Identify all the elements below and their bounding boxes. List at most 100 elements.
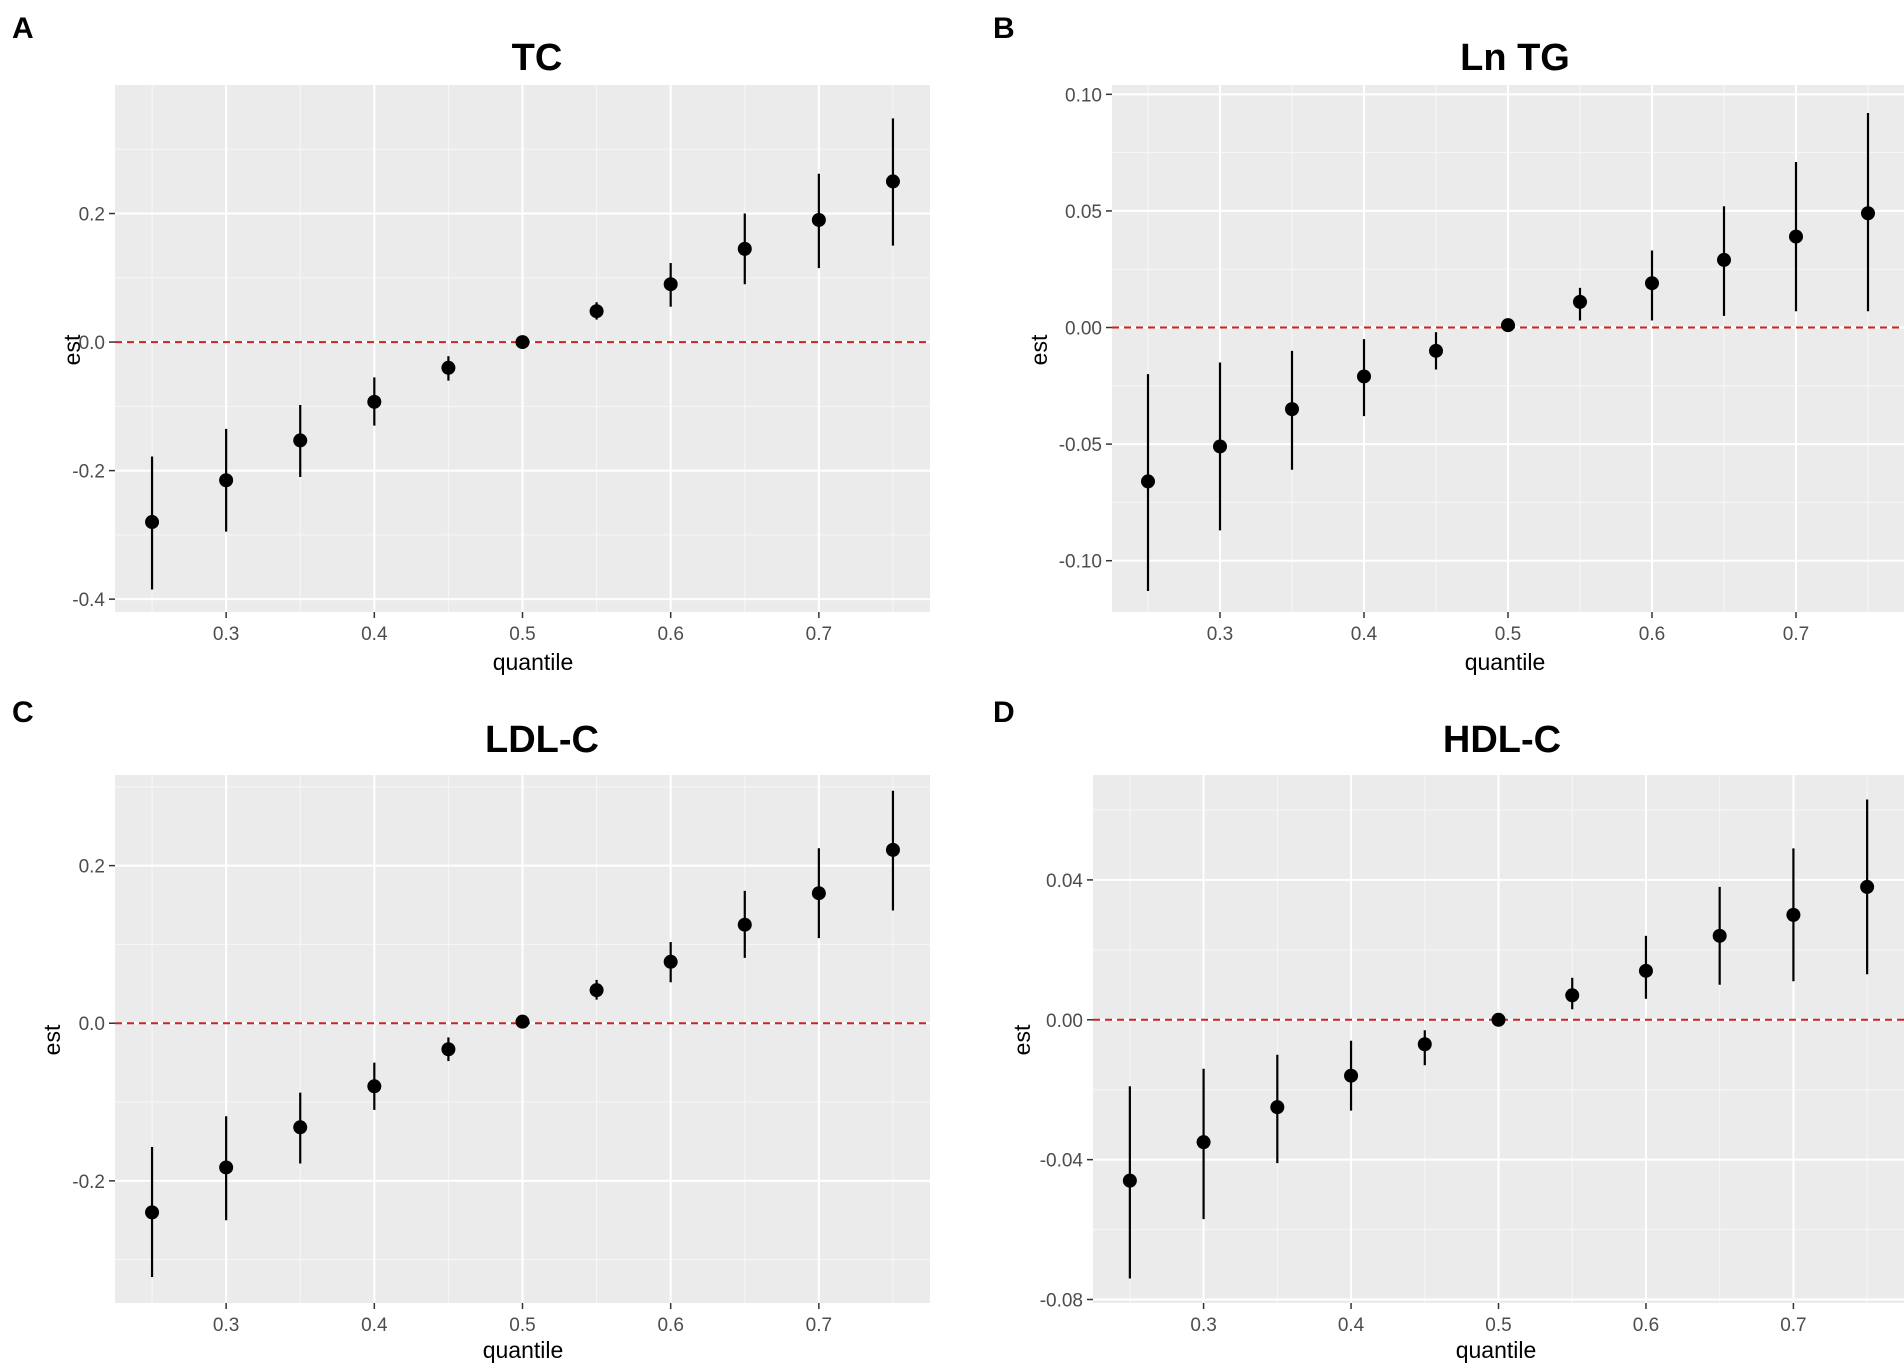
data-point: [589, 304, 604, 319]
x-tick-label: 0.4: [361, 624, 388, 645]
data-point: [1491, 1012, 1506, 1027]
x-tick-label: 0.3: [213, 1315, 239, 1336]
y-tick-label: 0.00: [1065, 319, 1102, 340]
x-tick-label: 0.5: [509, 1315, 535, 1336]
y-tick-label: 0.04: [1046, 871, 1083, 892]
data-point: [1573, 294, 1587, 309]
x-tick-label: 0.6: [657, 624, 683, 645]
data-point: [1786, 907, 1801, 922]
x-tick-label: 0.3: [1207, 624, 1233, 645]
panel-letter: A: [12, 12, 34, 45]
data-point: [145, 1205, 160, 1220]
y-tick-label: -0.05: [1059, 435, 1102, 456]
x-tick-label: 0.6: [1633, 1315, 1659, 1336]
data-point: [1861, 206, 1875, 221]
y-tick-label: -0.10: [1059, 552, 1102, 573]
data-point: [441, 360, 456, 375]
data-point: [1645, 276, 1659, 291]
panel-d: D HDL-C quantile est: [993, 696, 1904, 1363]
data-point: [1270, 1100, 1285, 1115]
panel-letter: B: [993, 12, 1015, 45]
data-point: [1196, 1135, 1211, 1150]
x-tick-label: 0.6: [1639, 624, 1665, 645]
data-point: [811, 886, 826, 901]
data-point: [1717, 252, 1731, 267]
data-point: [1141, 474, 1155, 489]
data-point: [737, 917, 752, 932]
plot-area: [1093, 775, 1904, 1303]
y-axis-title: est: [1026, 334, 1052, 365]
data-point: [367, 1079, 382, 1094]
y-tick-label: 0.2: [79, 857, 105, 878]
x-tick-label: 0.4: [361, 1315, 388, 1336]
data-point: [1417, 1037, 1432, 1052]
x-tick-label: 0.7: [806, 624, 832, 645]
y-tick-label: -0.4: [72, 590, 105, 611]
data-point: [1429, 343, 1443, 358]
data-point: [1638, 963, 1653, 978]
data-point: [1789, 229, 1803, 244]
data-point: [663, 954, 678, 969]
y-tick-label: 0.10: [1065, 85, 1102, 106]
data-point: [145, 515, 160, 530]
panel-letter: D: [993, 696, 1015, 729]
y-tick-label: 0.2: [79, 205, 105, 226]
panel-title: Ln TG: [1460, 37, 1570, 79]
x-tick-label: 0.4: [1338, 1315, 1365, 1336]
data-point: [885, 842, 900, 857]
x-axis-title: quantile: [1456, 1337, 1537, 1363]
data-point: [589, 983, 604, 998]
x-tick-label: 0.3: [1190, 1315, 1216, 1336]
data-point: [1712, 928, 1727, 943]
x-axis-title: quantile: [483, 1337, 564, 1363]
x-tick-label: 0.7: [1783, 624, 1809, 645]
data-point: [885, 174, 900, 189]
panel-a: A TC quantile est: [12, 12, 930, 675]
y-tick-label: 0.05: [1065, 202, 1102, 223]
data-point: [441, 1042, 456, 1057]
x-axis-title: quantile: [1465, 649, 1546, 675]
y-tick-label: -0.2: [72, 462, 105, 483]
data-point: [1501, 318, 1515, 333]
x-tick-label: 0.5: [509, 624, 535, 645]
data-point: [737, 241, 752, 256]
panel-title: HDL-C: [1443, 719, 1561, 761]
x-tick-label: 0.6: [657, 1315, 683, 1336]
y-axis-title: est: [39, 1024, 65, 1055]
panel-b: B Ln TG quantile est: [993, 12, 1904, 675]
y-tick-label: -0.08: [1040, 1291, 1083, 1312]
y-axis-title: est: [1009, 1024, 1035, 1055]
y-axis-title: est: [59, 334, 85, 365]
x-tick-label: 0.5: [1485, 1315, 1511, 1336]
x-tick-label: 0.7: [806, 1315, 832, 1336]
data-point: [811, 212, 826, 227]
data-point: [1860, 879, 1875, 894]
data-point: [663, 277, 678, 292]
y-tick-label: 0.0: [79, 333, 105, 354]
data-point: [367, 394, 382, 409]
data-point: [293, 433, 308, 448]
data-point: [515, 335, 530, 350]
y-tick-label: -0.04: [1040, 1151, 1084, 1172]
y-tick-label: 0.00: [1046, 1011, 1083, 1032]
x-tick-label: 0.5: [1495, 624, 1521, 645]
y-tick-label: 0.0: [79, 1014, 105, 1035]
plot-area: [115, 775, 930, 1303]
data-point: [219, 473, 234, 488]
data-point: [515, 1014, 530, 1029]
data-point: [1344, 1068, 1359, 1083]
data-point: [1213, 439, 1227, 454]
x-tick-label: 0.4: [1351, 624, 1378, 645]
x-tick-label: 0.3: [213, 624, 239, 645]
panel-letter: C: [12, 696, 34, 729]
x-tick-label: 0.7: [1780, 1315, 1806, 1336]
data-point: [1285, 402, 1299, 417]
data-point: [293, 1120, 308, 1135]
y-tick-label: -0.2: [72, 1172, 105, 1193]
data-point: [1357, 369, 1371, 384]
panel-title: TC: [512, 37, 563, 79]
panel-title: LDL-C: [485, 719, 599, 761]
data-point: [219, 1160, 234, 1175]
x-axis-title: quantile: [493, 649, 574, 675]
